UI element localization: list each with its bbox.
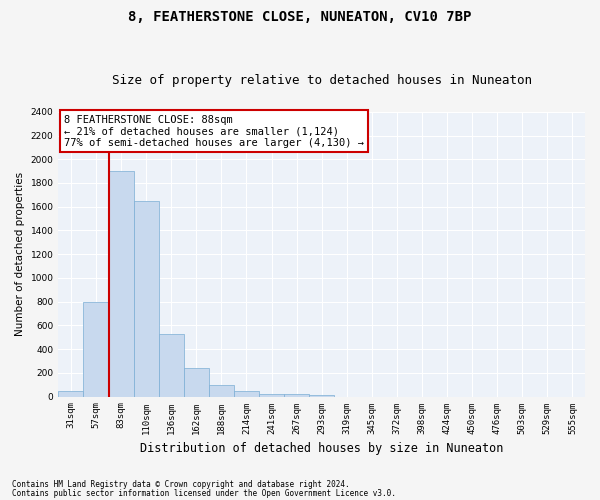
Bar (259, 394, 284, 396)
Text: Contains HM Land Registry data © Crown copyright and database right 2024.: Contains HM Land Registry data © Crown c… (12, 480, 350, 489)
Text: 8, FEATHERSTONE CLOSE, NUNEATON, CV10 7BP: 8, FEATHERSTONE CLOSE, NUNEATON, CV10 7B… (128, 10, 472, 24)
Bar (109, 171, 134, 396)
Y-axis label: Number of detached properties: Number of detached properties (15, 172, 25, 336)
Text: 8 FEATHERSTONE CLOSE: 88sqm
← 21% of detached houses are smaller (1,124)
77% of : 8 FEATHERSTONE CLOSE: 88sqm ← 21% of det… (64, 114, 364, 148)
X-axis label: Distribution of detached houses by size in Nuneaton: Distribution of detached houses by size … (140, 442, 503, 455)
Text: Contains public sector information licensed under the Open Government Licence v3: Contains public sector information licen… (12, 488, 396, 498)
Bar (209, 384, 234, 396)
Bar (159, 334, 184, 396)
Bar (58, 390, 83, 396)
Bar (284, 394, 309, 396)
Bar (309, 395, 334, 396)
Bar (184, 368, 209, 396)
Bar (134, 201, 159, 396)
Bar (234, 391, 259, 396)
Bar (83, 302, 109, 396)
Title: Size of property relative to detached houses in Nuneaton: Size of property relative to detached ho… (112, 74, 532, 87)
